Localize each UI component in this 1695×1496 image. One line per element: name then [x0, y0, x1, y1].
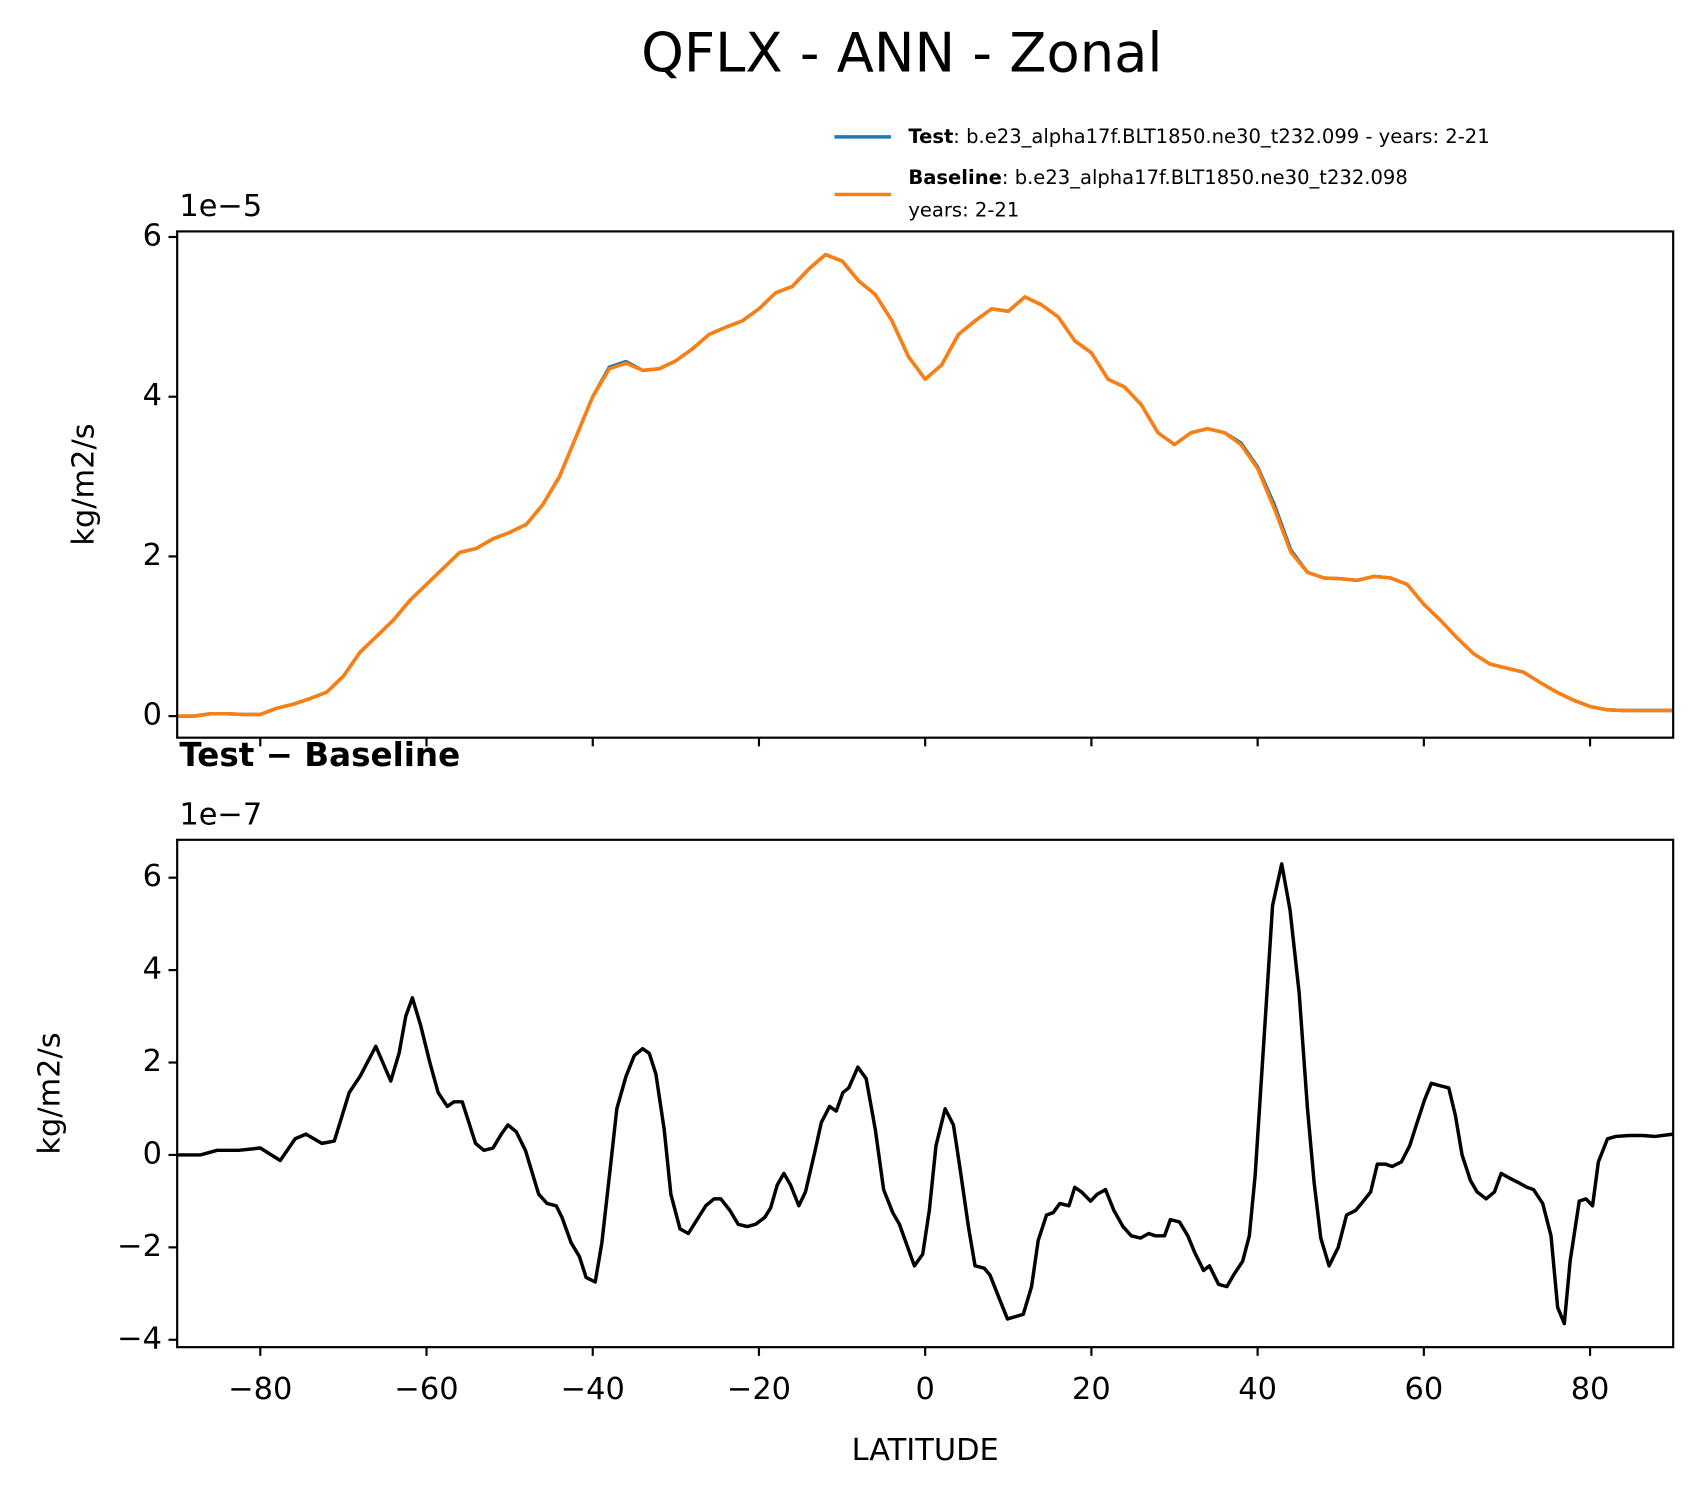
legend-text: years: 2-21 [908, 198, 1019, 221]
y-tick-label: 4 [143, 952, 162, 987]
x-tick-label: 0 [915, 1372, 934, 1407]
data-line [177, 252, 1674, 718]
y-axis-label: kg/m2/s [33, 1032, 68, 1154]
legend-text: : b.e23_alpha17f.BLT1850.ne30_t232.099 -… [953, 124, 1489, 147]
offset-label: 1e−5 [179, 189, 262, 224]
y-axis-label: kg/m2/s [66, 423, 101, 545]
legend-name: Test [908, 124, 953, 147]
y-tick-label: 2 [143, 1044, 162, 1079]
x-tick-label: −20 [727, 1372, 791, 1407]
offset-label: 1e−7 [179, 797, 262, 832]
y-tick-label: 6 [143, 218, 162, 253]
y-tick-label: 2 [143, 538, 162, 573]
figure-title: QFLX - ANN - Zonal [641, 22, 1162, 85]
legend-name: Baseline [908, 166, 1002, 189]
x-tick-label: 80 [1571, 1372, 1610, 1407]
y-tick-label: 4 [143, 378, 162, 413]
data-line [177, 862, 1674, 1326]
x-tick-label: 20 [1072, 1372, 1111, 1407]
legend-text: : b.e23_alpha17f.BLT1850.ne30_t232.098 [1002, 166, 1408, 189]
y-tick-label: 0 [143, 1136, 162, 1171]
y-tick-label: −2 [117, 1229, 162, 1264]
axes-frame [176, 230, 1675, 739]
plot-area [177, 862, 1674, 1326]
x-tick-label: −80 [228, 1372, 292, 1407]
y-tick-label: −4 [117, 1321, 162, 1356]
x-tick-label: −60 [394, 1372, 458, 1407]
x-tick-label: 60 [1404, 1372, 1443, 1407]
x-tick-label: 40 [1238, 1372, 1277, 1407]
x-axis-label: LATITUDE [852, 1433, 999, 1468]
plot-area [177, 252, 1674, 718]
panel-title: Test − Baseline [179, 736, 460, 774]
legend-label: Baseline: b.e23_alpha17f.BLT1850.ne30_t2… [908, 166, 1407, 189]
x-tick-label: −40 [561, 1372, 625, 1407]
legend-label: Test: b.e23_alpha17f.BLT1850.ne30_t232.0… [908, 124, 1489, 147]
axes-frame [176, 838, 1675, 1349]
y-tick-label: 6 [143, 859, 162, 894]
y-tick-label: 0 [143, 698, 162, 733]
